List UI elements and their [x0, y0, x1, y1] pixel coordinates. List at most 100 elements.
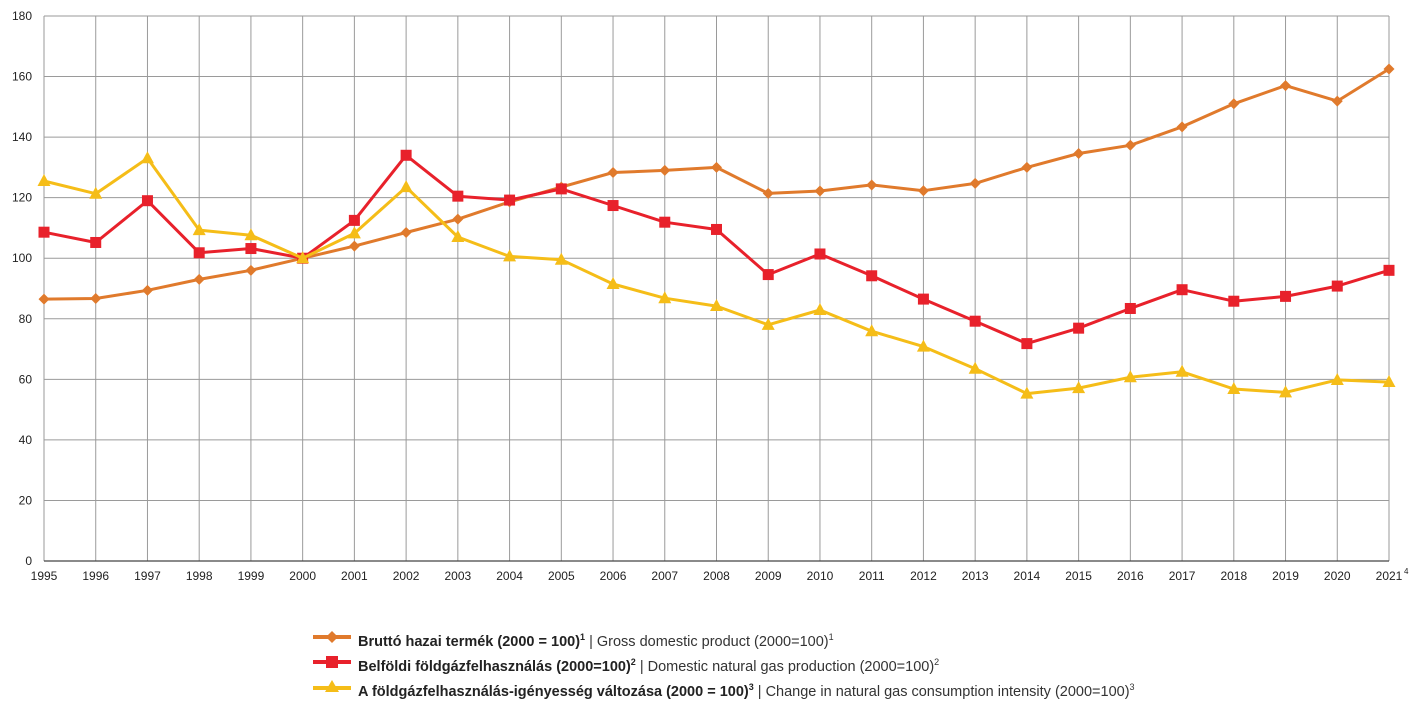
data-point-diamond [969, 177, 981, 189]
legend-label-en: Change in natural gas consumption intens… [765, 683, 1130, 700]
y-tick-label: 140 [12, 130, 32, 144]
x-tick-label: 2005 [548, 569, 575, 583]
x-tick-label: 2016 [1117, 569, 1144, 583]
data-point-diamond [607, 167, 619, 179]
legend-label-hu: Belföldi földgázfelhasználás (2000=100) [358, 658, 631, 675]
x-tick-label: 2004 [496, 569, 523, 583]
data-point-diamond [1176, 121, 1188, 133]
legend-label-hu-footnote: 2 [630, 657, 636, 667]
legend-label-en: Gross domestic product (2000=100) [596, 633, 829, 650]
data-point-square [1383, 264, 1395, 276]
data-point-diamond [452, 213, 464, 225]
x-tick-label: 2007 [651, 569, 678, 583]
data-point-square [90, 236, 102, 248]
series-2 [37, 151, 1396, 399]
x-tick-label: 2017 [1169, 569, 1196, 583]
data-point-diamond [762, 187, 774, 199]
x-tick-label: 2010 [807, 569, 834, 583]
x-tick-label: 2015 [1065, 569, 1092, 583]
legend-label-en-footnote: 3 [1129, 682, 1135, 692]
data-point-square [762, 269, 774, 281]
data-point-triangle [503, 249, 517, 262]
legend-label-hu-footnote: 3 [748, 682, 754, 692]
x-tick-label: 1997 [134, 569, 161, 583]
data-point-triangle [192, 223, 206, 236]
data-point-diamond [866, 179, 878, 191]
x-tick-label: 1995 [31, 569, 58, 583]
data-point-diamond [1280, 80, 1292, 92]
data-point-diamond [1331, 95, 1343, 107]
data-point-square [917, 293, 929, 305]
data-point-diamond [659, 164, 671, 176]
data-point-diamond [348, 240, 360, 252]
data-point-diamond [917, 185, 929, 197]
gridlines [43, 15, 1390, 561]
data-point-square [711, 223, 722, 235]
data-point-triangle [244, 228, 258, 241]
data-point-triangle [710, 299, 723, 312]
x-tick-label: 2002 [393, 569, 420, 583]
x-tick-label: 1999 [238, 569, 265, 583]
x-tick-label: 2006 [600, 569, 627, 583]
data-point-triangle [1072, 381, 1086, 394]
data-point-diamond [1228, 98, 1240, 110]
y-tick-label: 120 [12, 191, 32, 205]
legend-label-en-footnote: 1 [828, 632, 834, 642]
data-point-triangle [813, 302, 827, 315]
x-tick-label: 1998 [186, 569, 213, 583]
data-point-triangle [37, 174, 51, 187]
data-point-triangle [1175, 364, 1189, 377]
data-point-diamond [1124, 139, 1136, 151]
data-point-triangle [1123, 370, 1137, 383]
data-point-diamond [400, 226, 412, 238]
data-point-diamond [711, 161, 722, 173]
y-axis-tick-labels: 0 20 40 60 80 100 120 140 160 180 [12, 9, 32, 568]
x-tick-label: 1996 [82, 569, 109, 583]
data-point-square [1280, 290, 1292, 302]
data-point-diamond [814, 185, 826, 197]
data-point-square [1176, 284, 1188, 296]
data-point-square [141, 195, 153, 207]
x-tick-label: 2000 [289, 569, 316, 583]
data-point-square [1228, 295, 1240, 307]
data-point-triangle [606, 276, 620, 289]
legend-label-en-footnote: 2 [934, 657, 940, 667]
data-point-triangle [347, 226, 361, 239]
data-point-square [555, 183, 567, 195]
legend-label-hu-footnote: 1 [580, 632, 586, 642]
x-tick-label: 2009 [755, 569, 782, 583]
data-point-triangle [865, 324, 879, 337]
legend-label: Belföldi földgázfelhasználás (2000=100)2… [358, 657, 940, 675]
data-point-square [814, 248, 826, 260]
data-point-square [659, 216, 671, 228]
legend-label-en: Domestic natural gas production (2000=10… [647, 658, 935, 675]
data-point-triangle [554, 252, 568, 265]
legend-label-hu: Bruttó hazai termék (2000 = 100) [358, 633, 581, 650]
x-tick-label: 2014 [1014, 569, 1041, 583]
x-tick-label: 2020 [1324, 569, 1351, 583]
data-point-square [1073, 322, 1085, 334]
data-point-square [866, 270, 878, 282]
data-point-square [400, 149, 412, 161]
series-1 [38, 149, 1395, 350]
data-point-diamond [1383, 63, 1395, 75]
x-tick-label: 2019 [1272, 569, 1299, 583]
y-tick-label: 180 [12, 9, 32, 23]
legend-label: A földgázfelhasználás-igényesség változá… [358, 682, 1135, 700]
data-point-triangle [451, 230, 465, 243]
data-point-diamond [1021, 161, 1033, 173]
data-point-triangle [296, 251, 310, 264]
data-point-diamond [141, 284, 153, 296]
x-tick-label: 2012 [910, 569, 937, 583]
data-point-triangle [399, 180, 413, 193]
x-tick-label: 2008 [703, 569, 730, 583]
legend-marker-diamond-icon [313, 631, 351, 643]
legend-label-hu: A földgázfelhasználás-igényesség változá… [358, 683, 749, 700]
data-point-diamond [90, 292, 102, 304]
x-tick-label: 2013 [962, 569, 989, 583]
data-point-square [245, 243, 257, 255]
x-tick-label: 2001 [341, 569, 368, 583]
legend-marker-square-icon [313, 656, 351, 668]
data-point-triangle [1020, 386, 1034, 399]
